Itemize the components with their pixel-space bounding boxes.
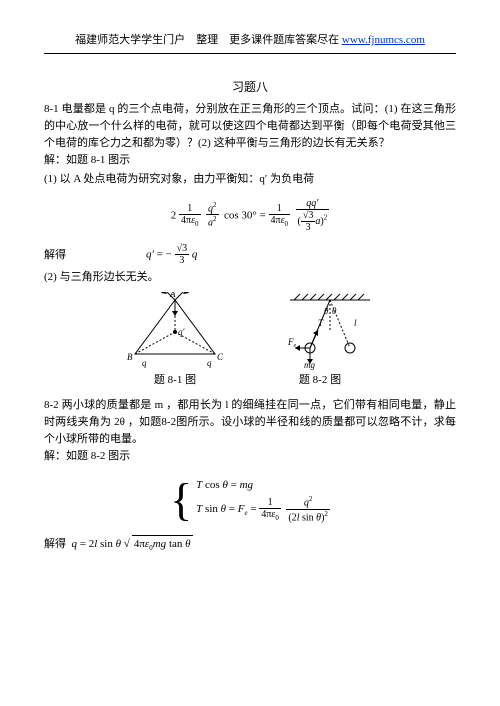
svg-text:l: l [354, 318, 357, 328]
svg-text:A: A [169, 292, 176, 299]
svg-text:q: q [207, 358, 212, 368]
equation-8-2-answer: 解得 q = 2l sin θ √4πε0mg tan θ [44, 535, 456, 554]
svg-text:θ: θ [324, 306, 329, 316]
problem-8-2-text: 8-2 两小球的质量都是 m ，都用长为 l 的细绳挂在同一点，它们带有相同电量… [44, 397, 456, 448]
equation-8-1-answer: 解得 q′ = − √33 q [44, 243, 456, 267]
figure-8-2: θ θ Fe T mg l 题 8-2 图 [260, 292, 380, 389]
header-link[interactable]: www.fjnumcs.com [342, 34, 425, 46]
svg-text:Fe: Fe [287, 337, 297, 349]
problem-8-1-part2: (2) 与三角形边长无关。 [44, 269, 456, 286]
svg-text:q′: q′ [178, 327, 186, 337]
chapter-title: 习题八 [44, 78, 456, 97]
figure-8-1-caption: 题 8-1 图 [120, 372, 230, 389]
svg-text:T: T [318, 318, 324, 328]
problem-8-2-sol-label: 解：如题 8-2 图示 [44, 448, 456, 465]
answer-label-8-1: 解得 [44, 247, 66, 264]
svg-text:C: C [217, 352, 224, 362]
svg-text:F: F [155, 292, 162, 294]
equation-8-2-system: { T cos θ = mg T sin θ = Fe = 14πε0 q2(2… [44, 475, 456, 525]
problem-8-1-text: 8-1 电量都是 q 的三个点电荷，分别放在正三角形的三个顶点。试问：(1) 在… [44, 101, 456, 152]
equation-8-1-main: 2 14πε0 q2a2 cos 30° = 14πε0 qq′ (√33a)2 [44, 198, 456, 234]
page-header: 福建师范大学学生门户 整理 更多课件题库答案尽在 www.fjnumcs.com [44, 32, 456, 54]
problem-8-1-sol-label: 解：如题 8-1 图示 [44, 152, 456, 169]
svg-text:F: F [187, 292, 194, 294]
answer-label-8-2: 解得 [44, 538, 66, 550]
svg-text:q: q [142, 358, 147, 368]
svg-text:mg: mg [304, 360, 315, 370]
problem-8-1-step1: (1) 以 A 处点电荷为研究对象，由力平衡知：q′ 为负电荷 [44, 171, 456, 188]
header-text: 福建师范大学学生门户 整理 更多课件题库答案尽在 [75, 34, 342, 46]
figure-8-2-caption: 题 8-2 图 [260, 372, 380, 389]
svg-text:θ: θ [332, 306, 337, 316]
svg-text:B: B [127, 352, 133, 362]
figure-8-1: A B C q q q′ F F 题 8-1 图 [120, 292, 230, 389]
